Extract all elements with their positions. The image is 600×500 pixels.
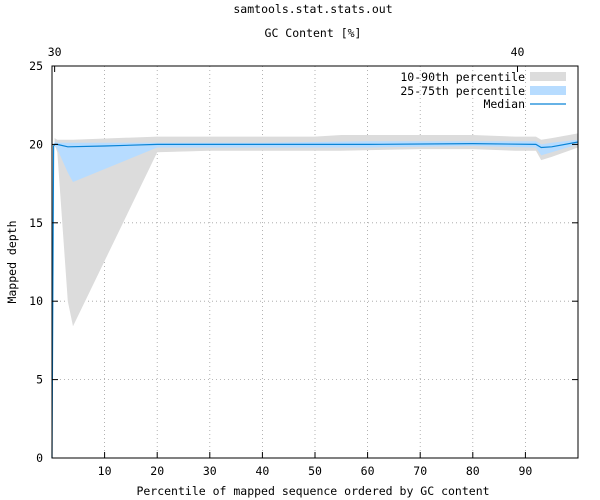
axes-frame (51, 65, 579, 459)
y-tick-label: 15 (29, 216, 43, 230)
chart-title: samtools.stat.stats.out (233, 2, 392, 16)
x-tick-label: 60 (361, 464, 375, 478)
x-tick-label: 80 (466, 464, 480, 478)
legend-label-10-90: 10-90th percentile (400, 70, 525, 84)
legend-label-25-75: 25-75th percentile (400, 84, 525, 98)
y-tick-label: 25 (29, 59, 43, 73)
x2-tick-label: 40 (511, 45, 525, 59)
legend-label-median: Median (483, 97, 525, 111)
y-axis-label: Mapped depth (5, 220, 19, 303)
y-tick-label: 20 (29, 137, 43, 151)
y-tick-label: 0 (36, 451, 43, 465)
x-tick-label: 30 (203, 464, 217, 478)
y-tick-label: 10 (29, 294, 43, 308)
tick-labels: 10 20 30 40 50 60 70 80 90 0 5 10 15 20 25 30 40 (29, 45, 532, 478)
grid-lines (52, 66, 578, 458)
x-tick-label: 40 (255, 464, 269, 478)
x-tick-label: 20 (150, 464, 164, 478)
x-tick-label: 70 (413, 464, 427, 478)
legend-swatch-25-75 (530, 86, 566, 95)
x-tick-label: 50 (308, 464, 322, 478)
x2-tick-label: 30 (48, 45, 62, 59)
x-tick-label: 90 (518, 464, 532, 478)
x-axis-label: Percentile of mapped sequence ordered by… (136, 484, 489, 498)
legend: 10-90th percentile 25-75th percentile Me… (400, 70, 566, 111)
x2-axis-label: GC Content [%] (265, 26, 362, 40)
legend-swatch-10-90 (530, 72, 566, 81)
y-tick-label: 5 (36, 373, 43, 387)
x-tick-label: 10 (98, 464, 112, 478)
